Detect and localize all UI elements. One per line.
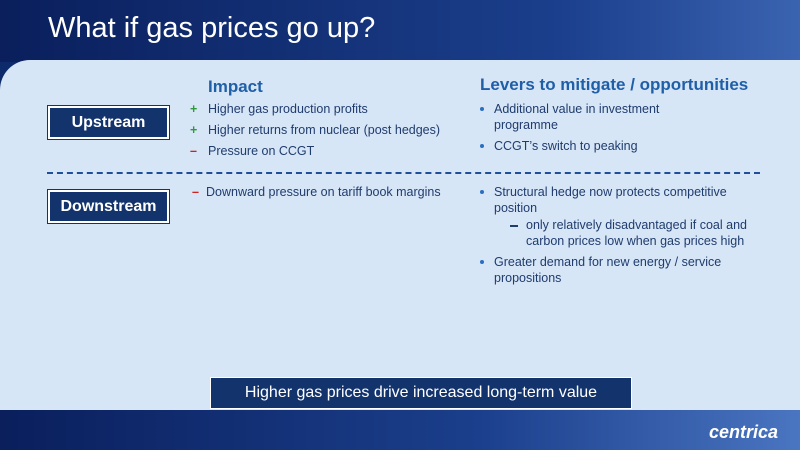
- title-band: [0, 0, 800, 62]
- slide-title: What if gas prices go up?: [48, 12, 376, 44]
- lever-text: Structural hedge now protects competitiv…: [494, 185, 727, 215]
- lever-subtext: only relatively disadvantaged if coal an…: [526, 218, 747, 248]
- impact-text: Higher gas production profits: [208, 102, 368, 116]
- separator: [47, 172, 760, 174]
- impact-text: Higher returns from nuclear (post hedges…: [208, 123, 441, 137]
- row-label: Downstream: [47, 189, 170, 224]
- impact-sign: –: [192, 185, 199, 199]
- lever-text: Greater demand for new energy / service …: [494, 255, 722, 285]
- impact-header: Impact: [208, 77, 263, 96]
- footer-band: [0, 410, 800, 450]
- impact-item: – Downward pressure on tariff book margin…: [192, 184, 476, 200]
- lever-item: Structural hedge now protects competitiv…: [480, 184, 759, 216]
- lever-subitem: only relatively disadvantaged if coal an…: [510, 217, 766, 249]
- impact-item: + Higher returns from nuclear (post hedge…: [190, 122, 468, 138]
- impact-sign: +: [190, 102, 198, 116]
- lever-text: CCGT’s switch to peaking: [494, 139, 638, 153]
- impact-text: Downward pressure on tariff book margins: [206, 185, 441, 199]
- lever-item: Additional value in investment programme: [480, 101, 704, 133]
- lever-text: Additional value in investment programme: [494, 102, 660, 132]
- impact-sign: +: [190, 123, 198, 137]
- row-label: Upstream: [47, 105, 170, 140]
- lever-item: Greater demand for new energy / service …: [480, 254, 744, 286]
- impact-item: – Pressure on CCGT: [190, 143, 468, 159]
- impact-sign: –: [190, 144, 197, 158]
- lever-item: CCGT’s switch to peaking: [480, 138, 704, 154]
- logo: centrica: [708, 422, 778, 442]
- conclusion-box: Higher gas prices drive increased long-t…: [210, 377, 632, 409]
- impact-text: Pressure on CCGT: [208, 144, 315, 158]
- impact-item: + Higher gas production profits: [190, 101, 468, 117]
- levers-header: Levers to mitigate / opportunities: [480, 75, 749, 94]
